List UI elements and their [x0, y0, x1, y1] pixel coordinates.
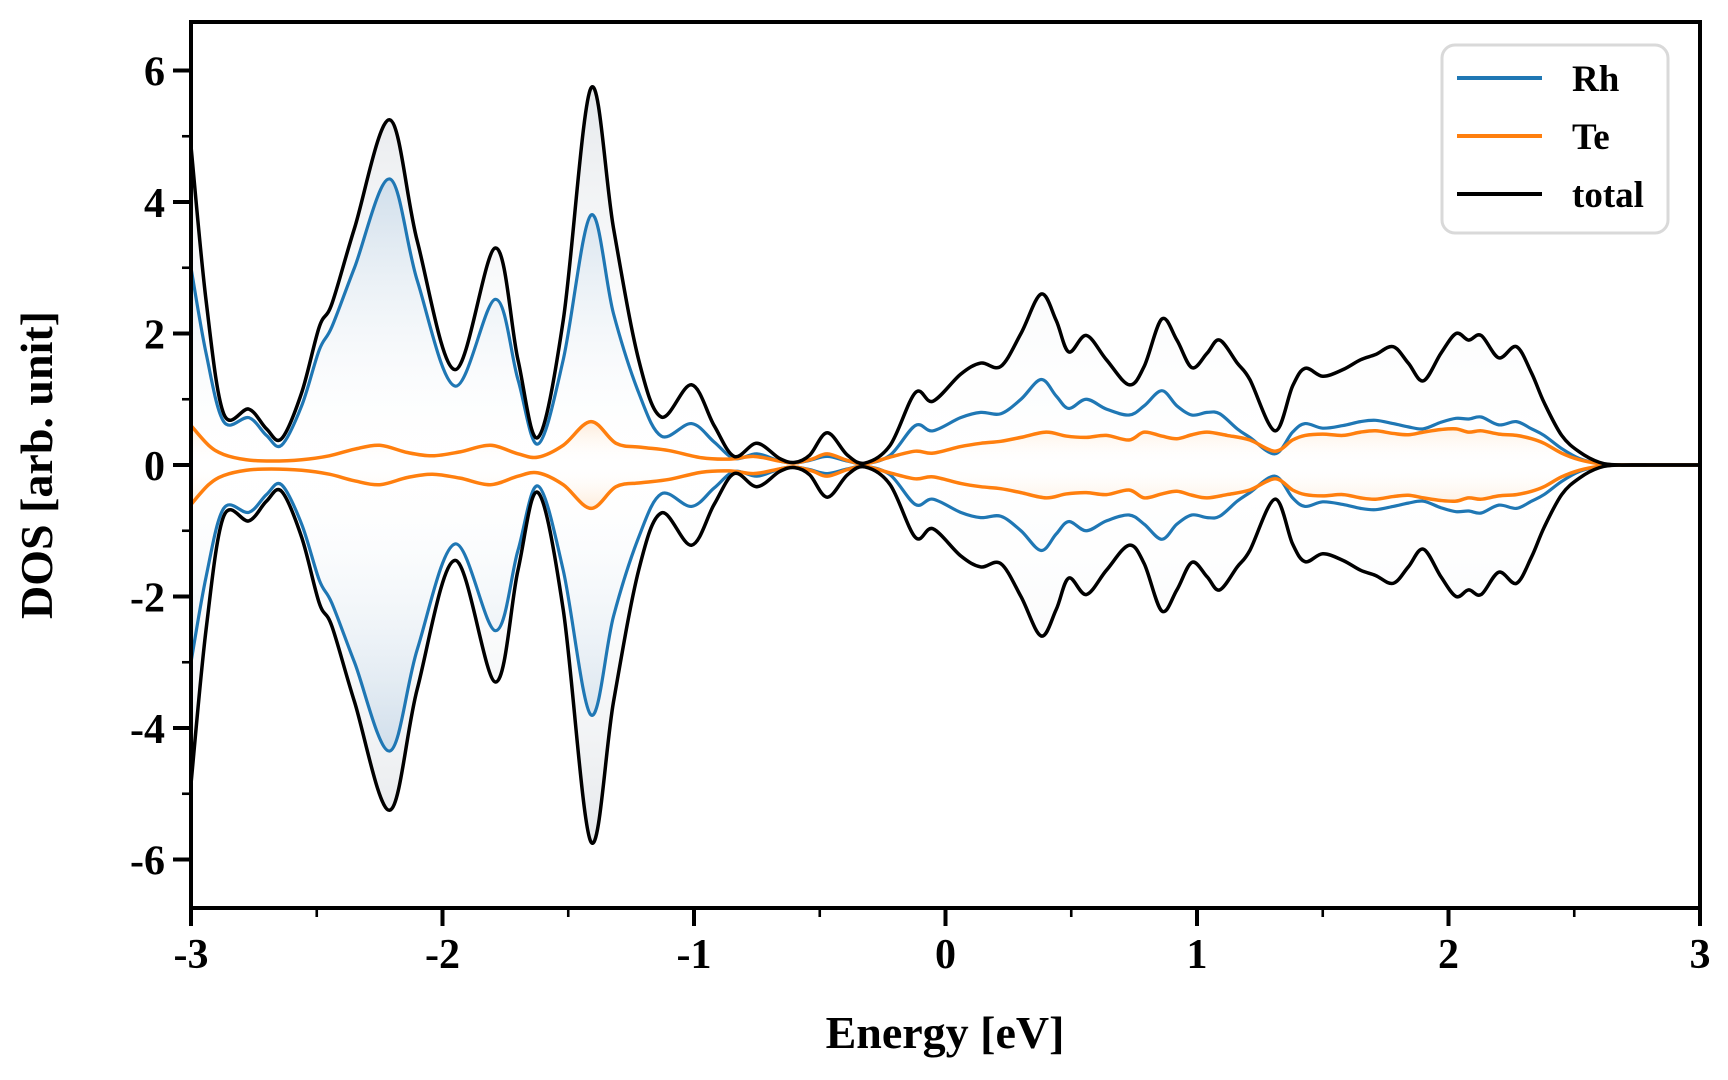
y-tick-label: 6	[144, 50, 165, 96]
curve-Rh-down	[189, 463, 1702, 753]
legend: Rh Te total	[1440, 43, 1670, 235]
x-axis-title: Energy [eV]	[826, 1007, 1065, 1058]
y-tick-label: 0	[144, 444, 165, 490]
curve-Rh-up	[189, 177, 1702, 467]
x-tick-label: -1	[677, 932, 712, 978]
x-tick-label: 2	[1438, 932, 1459, 978]
legend-label-te: Te	[1572, 117, 1610, 158]
y-tick-label: -4	[130, 707, 165, 753]
y-axis-title: DOS [arb. unit]	[11, 311, 62, 619]
y-tick-label: 4	[144, 181, 165, 227]
curve-total-up	[189, 85, 1702, 467]
x-tick-label: 1	[1187, 932, 1208, 978]
y-tick-label: 2	[144, 313, 165, 359]
legend-box	[1440, 43, 1670, 235]
curve-Te-up	[189, 419, 1702, 467]
legend-label-total: total	[1572, 175, 1644, 216]
x-tick-label: 0	[935, 932, 956, 978]
curve-Te-down	[189, 463, 1702, 511]
legend-label-rh: Rh	[1572, 59, 1620, 100]
x-tick-label: -3	[174, 932, 209, 978]
axes-layer: -3 -2 -1 0 1 2 3 -6 -4 -2 0 2 4 6	[130, 20, 1711, 978]
y-tick-label: -6	[130, 839, 165, 885]
x-tick-label: -2	[425, 932, 460, 978]
y-tick-label: -2	[130, 576, 165, 622]
series-layer	[189, 85, 1702, 845]
curve-total-down	[189, 463, 1702, 845]
x-tick-label: 3	[1690, 932, 1711, 978]
